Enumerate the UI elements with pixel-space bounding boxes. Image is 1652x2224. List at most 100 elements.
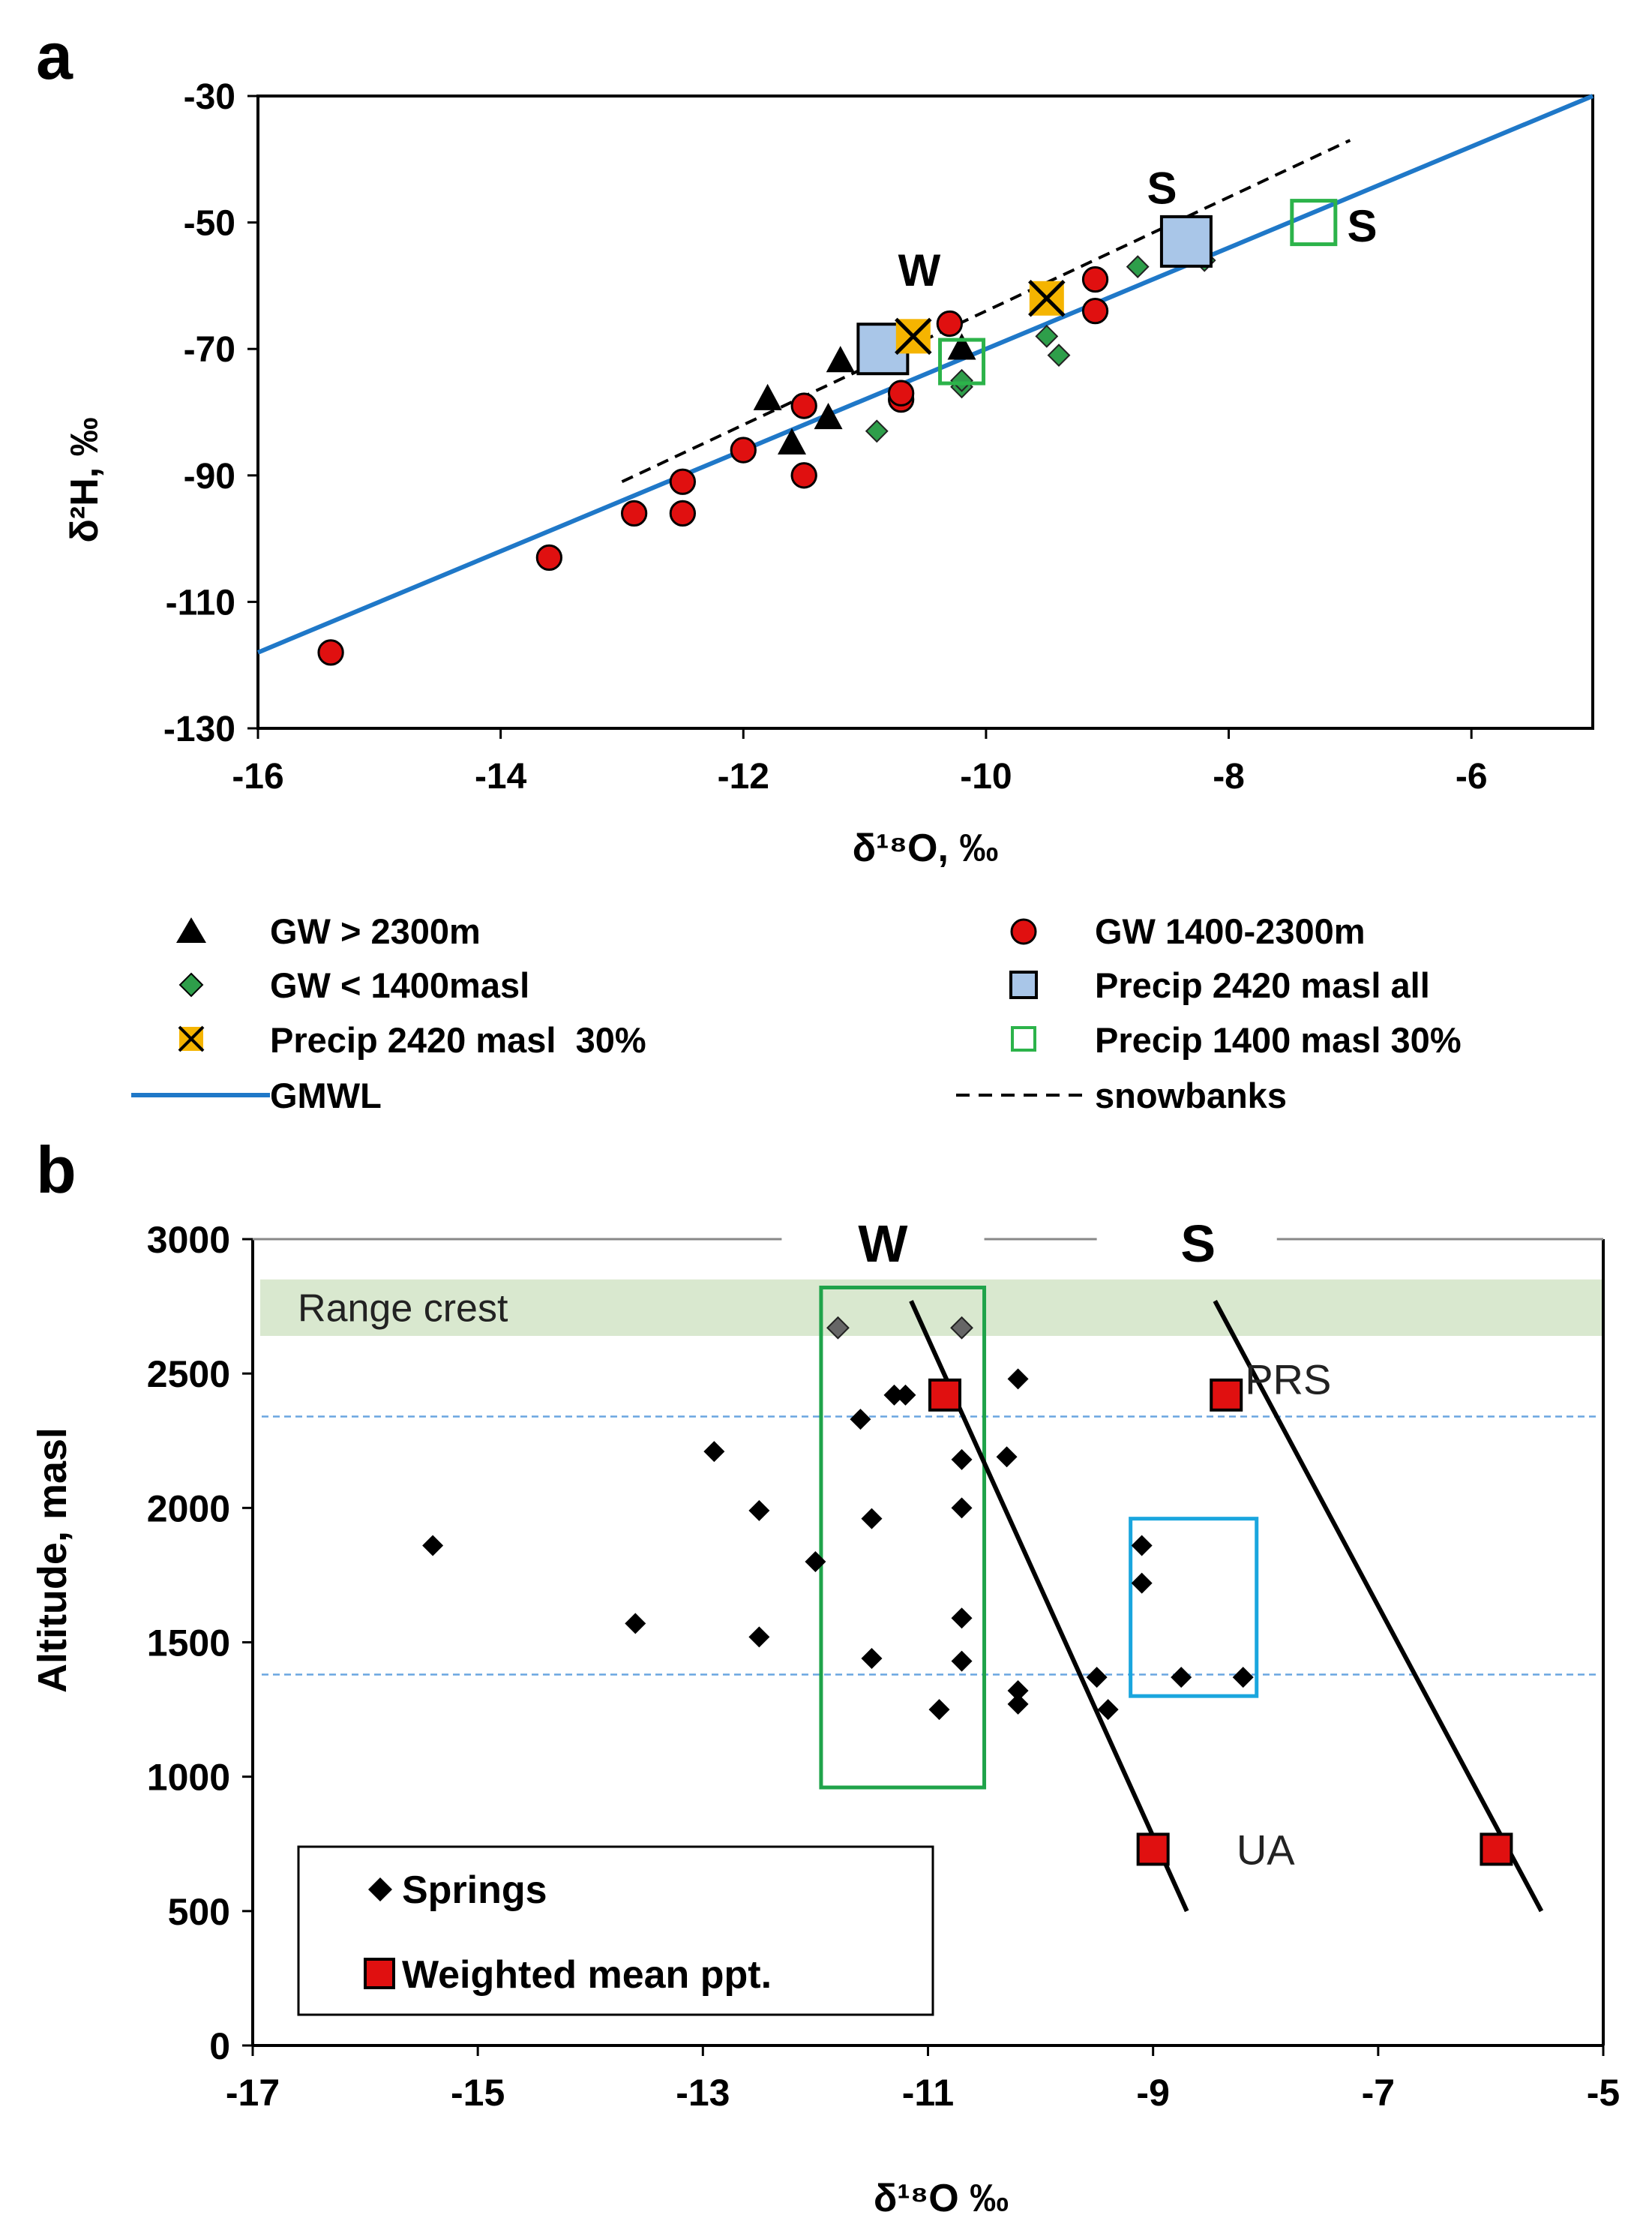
triangle-point <box>826 346 855 373</box>
x-box-point <box>895 317 932 356</box>
panel-b-annotations: W S PRS UA <box>858 1214 1331 1873</box>
gmwl-line <box>256 94 1594 655</box>
legend-diamond-icon <box>368 1877 392 1901</box>
diamond-point <box>850 1409 871 1430</box>
diamond-point <box>748 1499 770 1521</box>
triangle-point <box>814 403 843 430</box>
diamond-point <box>1171 1667 1192 1688</box>
legend-item-gw-mid: GW 1400-2300m <box>1010 911 1366 951</box>
panel-a-plot-frame <box>256 95 1594 730</box>
legend-item-snowbanks: snowbanks <box>956 1076 1287 1115</box>
legend-item-precip-2420-30: Precip 2420 masl 30% <box>178 1020 646 1060</box>
diamond-point <box>1035 324 1059 348</box>
diamond-point <box>625 1613 646 1634</box>
panel-a: a -16 -14 -12 -10 -8 -6 -30-50-70-90-110-130 … <box>36 19 1594 1115</box>
diamond-point <box>951 1650 973 1672</box>
legend-item-gw-high: GW > 2300m <box>176 911 481 951</box>
panel-b-legend-frame <box>297 1845 934 2016</box>
legend-label: GW > 2300m <box>270 911 481 951</box>
diamond-point <box>1126 255 1150 279</box>
legend-label: Precip 1400 masl 30% <box>1095 1020 1462 1060</box>
panel-a-label: a <box>36 19 73 93</box>
diamond-point <box>883 1384 905 1406</box>
box-s <box>1129 1517 1259 1698</box>
legend-label: snowbanks <box>1095 1076 1287 1115</box>
legend-triangle-icon <box>176 917 206 943</box>
panel-a-y-ticks: -30 -50 -70 -90 -110 -130 <box>163 77 258 749</box>
diamond-point <box>1232 1667 1254 1688</box>
diamond-point <box>950 1316 973 1340</box>
y-tick-label: 0 <box>209 2025 230 2067</box>
diamond-point <box>805 1551 826 1572</box>
square-filled-point <box>1480 1832 1513 1866</box>
x-box-point-stroke-b <box>1028 279 1066 317</box>
panel-b-points <box>422 1316 1513 1866</box>
box-w <box>819 1286 987 1790</box>
triangle-point <box>753 383 782 410</box>
square-open-point <box>1290 199 1338 247</box>
triangle-point <box>947 333 976 360</box>
diamond-point <box>1007 1368 1029 1390</box>
panel-a-y-axis-title: δ²H, ‰ <box>63 417 106 542</box>
y-tick-label: 1500 <box>147 1622 230 1664</box>
y-tick-label: 3000 <box>147 1219 230 1261</box>
panel-a-legend: GW > 2300m GW 1400-2300m GW < 1400masl P… <box>131 911 1462 1115</box>
regression-line <box>1213 1300 1544 1913</box>
legend-item-precip-1400-30: Precip 1400 masl 30% <box>1011 1020 1462 1060</box>
square-open-point <box>938 338 986 386</box>
legend-item-springs: Springs <box>368 1868 547 1912</box>
x-tick-label: -13 <box>676 2072 730 2114</box>
y-tick-label: -110 <box>166 583 235 623</box>
x-tick-label: -9 <box>1136 2072 1169 2114</box>
x-tick-label: -5 <box>1587 2072 1620 2114</box>
x-tick-label: -15 <box>451 2072 505 2114</box>
diamond-point <box>748 1626 770 1648</box>
diamond-point <box>826 1316 850 1340</box>
y-tick-label: 2000 <box>147 1487 230 1529</box>
panel-a-lines <box>256 94 1594 655</box>
legend-label: GW 1400-2300m <box>1095 911 1366 951</box>
legend-item-gmwl: GMWL <box>131 1076 382 1115</box>
annotation-label: PRS <box>1245 1355 1331 1403</box>
diamond-point <box>422 1535 444 1556</box>
circle-point <box>669 500 697 527</box>
x-tick-label: -8 <box>1213 757 1245 797</box>
x-tick-label: -16 <box>232 757 283 797</box>
panel-b-x-axis-title: δ¹⁸O ‰ <box>874 2177 1009 2220</box>
legend-x-icon <box>178 1025 205 1052</box>
annotation-label: UA <box>1237 1826 1295 1873</box>
legend-item-precip-all: Precip 2420 masl all <box>1009 965 1430 1005</box>
legend-square-icon <box>1009 971 1038 999</box>
panel-b-x-ticks: -17 -15 -13 -11 -9 -7 -5 <box>226 2045 1620 2114</box>
circle-point <box>535 544 563 572</box>
diamond-point <box>1131 1535 1153 1556</box>
diamond-point <box>1131 1572 1153 1594</box>
circle-point <box>730 437 757 464</box>
diamond-point <box>928 1699 950 1721</box>
panel-a-points <box>317 199 1338 666</box>
square-filled-point <box>928 1378 962 1412</box>
annotation-label: S <box>1147 163 1177 213</box>
panel-b: b Range crest -17 -15 -13 -11 -9 -7 -5 0 500 100… <box>30 1133 1620 2220</box>
legend-item-gw-low: GW < 1400masl <box>178 965 529 1005</box>
x-tick-label: -6 <box>1456 757 1488 797</box>
panel-a-annotations: W S S <box>898 163 1378 296</box>
snowbanks-line <box>621 139 1351 484</box>
annotation-label: W <box>898 245 941 296</box>
circle-point <box>790 462 817 489</box>
panel-b-label: b <box>36 1133 76 1207</box>
circle-point <box>620 500 648 527</box>
diamond-point <box>1007 1680 1029 1701</box>
square-filled-point <box>1136 1832 1170 1866</box>
legend-label: GMWL <box>270 1076 382 1115</box>
y-tick-label: -130 <box>163 710 235 749</box>
legend-label: Precip 2420 masl all <box>1095 965 1430 1005</box>
legend-diamond-icon <box>178 972 204 998</box>
legend-label: Weighted mean ppt. <box>402 1953 772 1997</box>
y-tick-label: -70 <box>184 330 235 370</box>
panel-b-legend: Springs Weighted mean ppt. <box>297 1845 934 2016</box>
x-tick-label: -17 <box>226 2072 280 2114</box>
panel-a-x-ticks: -16 -14 -12 -10 -8 -6 <box>232 728 1488 797</box>
panel-b-background-elements: Range crest <box>260 1279 1603 1676</box>
x-tick-label: -14 <box>475 757 527 797</box>
